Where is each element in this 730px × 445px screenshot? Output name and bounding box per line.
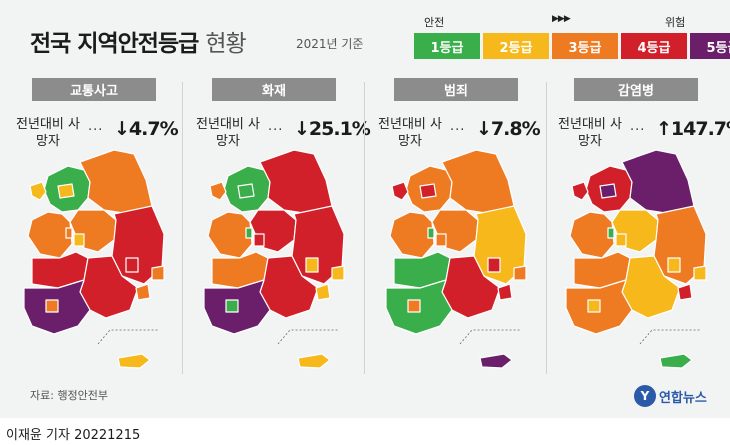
legend-arrows: ▶▶▶ bbox=[552, 14, 571, 24]
panel-category: 범죄 bbox=[394, 78, 518, 101]
legend-grade-4: 4등급 bbox=[621, 33, 687, 59]
region-daegu bbox=[125, 257, 139, 273]
korea-map-infectious bbox=[565, 149, 707, 369]
region-ulsan bbox=[513, 265, 527, 281]
yonhap-logo-text: 연합뉴스 bbox=[659, 390, 707, 406]
leader-dots: ··· bbox=[450, 123, 466, 138]
title-main: 전국 지역안전등급 bbox=[30, 31, 199, 57]
region-jeju bbox=[479, 353, 513, 369]
chart-title: 전국 지역안전등급 현황 bbox=[30, 24, 247, 58]
region-gwangju bbox=[587, 299, 601, 313]
change-value: ↓7.8% bbox=[476, 118, 541, 140]
region-chungnam bbox=[389, 211, 435, 259]
korea-map-traffic bbox=[23, 149, 165, 369]
change-value: ↓4.7% bbox=[114, 118, 179, 140]
legend-grade-1: 1등급 bbox=[414, 33, 480, 59]
region-seoul bbox=[57, 183, 75, 199]
region-daejeon bbox=[73, 233, 85, 247]
region-gangwon bbox=[621, 149, 695, 215]
region-gyeongbuk bbox=[291, 205, 345, 285]
legend-safe-label: 안전 bbox=[424, 16, 445, 29]
region-gyeongbuk bbox=[653, 205, 707, 285]
region-sejong bbox=[427, 227, 435, 239]
metric-label: 전년대비 사망자 bbox=[378, 117, 442, 149]
region-daegu bbox=[667, 257, 681, 273]
region-busan bbox=[497, 283, 513, 301]
panel-category: 화재 bbox=[212, 78, 336, 101]
region-chungnam bbox=[569, 211, 615, 259]
region-sejong bbox=[245, 227, 253, 239]
region-gwangju bbox=[407, 299, 421, 313]
region-chungnam bbox=[27, 211, 73, 259]
region-gyeongbuk bbox=[473, 205, 527, 285]
source-note: 자료: 행정안전부 bbox=[30, 389, 109, 402]
region-daegu bbox=[487, 257, 501, 273]
region-busan bbox=[315, 283, 331, 301]
byline: 이재윤 기자 20221215 bbox=[6, 428, 141, 443]
panel-divider bbox=[364, 82, 365, 374]
metric-label: 전년대비 사망자 bbox=[16, 117, 80, 149]
region-incheon bbox=[571, 181, 589, 201]
panel-fire: 화재 전년대비 사망자 ··· ↓25.1% bbox=[190, 78, 371, 383]
metric-label: 전년대비 사망자 bbox=[196, 117, 260, 149]
infographic-card: 전국 지역안전등급 현황 2021년 기준 안전 ▶▶▶ 위험 1등급 2등급 … bbox=[0, 0, 730, 418]
basis-year: 2021년 기준 bbox=[296, 37, 364, 51]
region-chungnam bbox=[207, 211, 253, 259]
region-gyeongbuk bbox=[111, 205, 165, 285]
region-gangwon bbox=[259, 149, 333, 215]
panel-traffic: 교통사고 전년대비 사망자 ··· ↓4.7% bbox=[10, 78, 180, 383]
region-seoul bbox=[599, 183, 617, 199]
jeju-inset-line bbox=[639, 329, 700, 345]
jeju-inset-line bbox=[97, 329, 158, 345]
legend-grade-5: 5등급 bbox=[690, 33, 730, 59]
region-ulsan bbox=[151, 265, 165, 281]
region-gwangju bbox=[45, 299, 59, 313]
region-gangwon bbox=[79, 149, 153, 215]
region-jeju bbox=[659, 353, 693, 369]
panel-divider bbox=[546, 82, 547, 374]
grade-legend: 1등급 2등급 3등급 4등급 5등급 bbox=[414, 33, 730, 59]
yonhap-logo-icon: Y bbox=[634, 385, 656, 407]
region-seoul bbox=[237, 183, 255, 199]
metric-label: 전년대비 사망자 bbox=[558, 117, 622, 149]
region-gangwon bbox=[441, 149, 515, 215]
legend-grade-2: 2등급 bbox=[483, 33, 549, 59]
region-sejong bbox=[607, 227, 615, 239]
region-jeju bbox=[117, 353, 151, 369]
change-value: ↓25.1% bbox=[294, 118, 371, 140]
korea-map-crime bbox=[385, 149, 527, 369]
change-value: ↑147.7% bbox=[656, 118, 730, 140]
korea-map-fire bbox=[203, 149, 345, 369]
region-daejeon bbox=[615, 233, 627, 247]
region-busan bbox=[677, 283, 693, 301]
region-incheon bbox=[29, 181, 47, 201]
region-daejeon bbox=[435, 233, 447, 247]
region-busan bbox=[135, 283, 151, 301]
panel-infectious: 감염병 전년대비 사망자 ··· ↑147.7% bbox=[552, 78, 730, 383]
region-ulsan bbox=[331, 265, 345, 281]
region-incheon bbox=[391, 181, 409, 201]
region-jeju bbox=[297, 353, 331, 369]
region-ulsan bbox=[693, 265, 707, 281]
panel-divider bbox=[182, 82, 183, 374]
region-sejong bbox=[65, 227, 73, 239]
jeju-inset-line bbox=[277, 329, 338, 345]
region-gwangju bbox=[225, 299, 239, 313]
leader-dots: ··· bbox=[630, 123, 646, 138]
region-daejeon bbox=[253, 233, 265, 247]
jeju-inset-line bbox=[459, 329, 520, 345]
leader-dots: ··· bbox=[88, 123, 104, 138]
region-seoul bbox=[419, 183, 437, 199]
leader-dots: ··· bbox=[268, 123, 284, 138]
panel-category: 교통사고 bbox=[32, 78, 156, 101]
yonhap-logo: Y 연합뉴스 bbox=[634, 385, 707, 407]
panel-category: 감염병 bbox=[574, 78, 698, 101]
panel-crime: 범죄 전년대비 사망자 ··· ↓7.8% bbox=[372, 78, 542, 383]
legend-danger-label: 위험 bbox=[665, 16, 686, 29]
legend-grade-3: 3등급 bbox=[552, 33, 618, 59]
region-daegu bbox=[305, 257, 319, 273]
title-sub: 현황 bbox=[205, 31, 246, 57]
region-incheon bbox=[209, 181, 227, 201]
